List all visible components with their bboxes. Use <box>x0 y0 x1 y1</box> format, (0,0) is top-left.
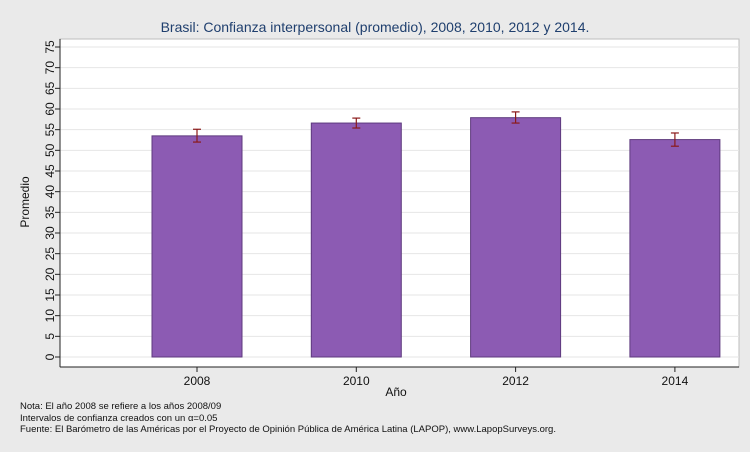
y-tick-label: 50 <box>43 143 57 157</box>
x-tick-label: 2010 <box>343 374 370 388</box>
y-tick-label: 15 <box>43 288 57 302</box>
x-tick-label: 2014 <box>662 374 689 388</box>
chart-notes: Nota: El año 2008 se refiere a los años … <box>20 401 556 436</box>
source-line: Fuente: El Barómetro de las Américas por… <box>20 424 556 435</box>
y-tick-label: 70 <box>43 61 57 75</box>
bar <box>470 117 562 358</box>
y-tick-label: 20 <box>43 267 57 281</box>
note-line: Nota: El año 2008 se refiere a los años … <box>20 401 222 412</box>
y-tick-label: 5 <box>43 333 57 340</box>
y-axis-label: Promedio <box>18 176 32 228</box>
y-tick-label: 55 <box>43 123 57 137</box>
y-tick-label: 35 <box>43 205 57 219</box>
y-tick-label: 30 <box>43 226 57 240</box>
y-tick-label: 65 <box>43 81 57 95</box>
x-tick-label: 2008 <box>184 374 211 388</box>
y-tick-label: 60 <box>43 102 57 116</box>
bar <box>629 139 721 358</box>
x-axis-ticks: 2008 2010 2012 2014 <box>184 367 689 388</box>
y-axis-ticks: 0 5 10 15 20 25 30 35 40 45 50 55 60 65 70 75 <box>43 40 60 360</box>
y-tick-label: 0 <box>43 353 57 360</box>
x-tick-label: 2012 <box>502 374 529 388</box>
bar <box>310 122 402 358</box>
y-tick-label: 25 <box>43 247 57 261</box>
y-tick-label: 45 <box>43 164 57 178</box>
x-axis-label: Año <box>385 385 407 399</box>
chart-title: Brasil: Confianza interpersonal (promedi… <box>161 19 590 35</box>
error-bars <box>193 111 679 147</box>
note-line: Intervalos de confianza creados con un α… <box>20 412 218 424</box>
bar <box>151 135 243 358</box>
y-tick-label: 40 <box>43 185 57 199</box>
y-tick-label: 10 <box>43 309 57 323</box>
y-tick-label: 75 <box>43 40 57 54</box>
bars <box>151 117 721 358</box>
